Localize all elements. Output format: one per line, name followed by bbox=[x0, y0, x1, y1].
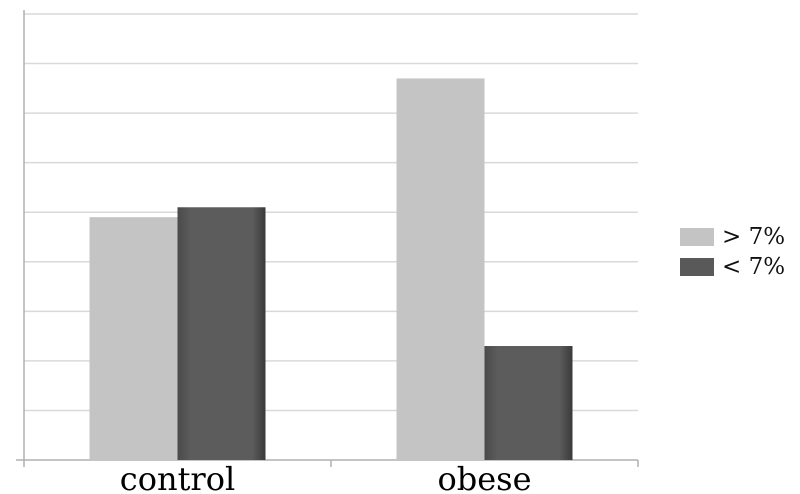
legend-item-under-7: < 7% bbox=[680, 252, 785, 282]
x-tick-labels: control obese bbox=[120, 460, 532, 494]
bar-obese-series-1 bbox=[396, 78, 485, 460]
x-tick-label-obese: obese bbox=[437, 460, 531, 494]
legend-swatch-over-7 bbox=[680, 228, 714, 246]
x-tick-label-control: control bbox=[120, 460, 235, 494]
bars bbox=[89, 78, 573, 460]
legend-label-under-7: < 7% bbox=[722, 254, 786, 280]
bar-control-series-2 bbox=[177, 207, 266, 460]
legend-label-over-7: > 7% bbox=[722, 224, 786, 250]
legend: > 7% < 7% bbox=[680, 222, 785, 282]
legend-swatch-under-7 bbox=[680, 258, 714, 276]
legend-item-over-7: > 7% bbox=[680, 222, 785, 252]
bar-control-series-1 bbox=[89, 217, 178, 460]
bar-obese-series-2 bbox=[484, 346, 573, 460]
